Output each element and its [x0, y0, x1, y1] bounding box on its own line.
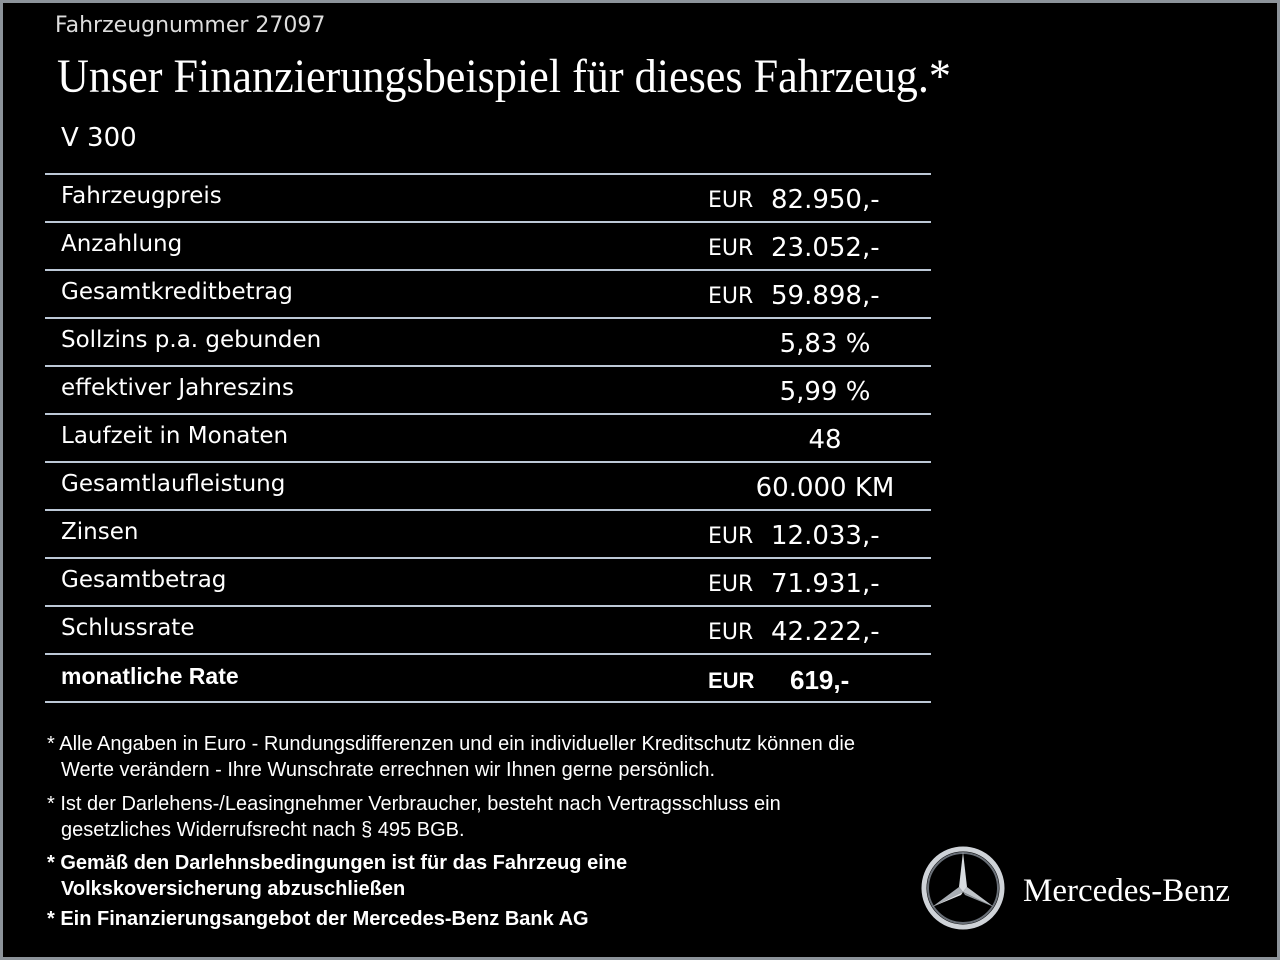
row-label: Fahrzeugpreis	[61, 183, 222, 209]
table-row: Gesamtbetrag EUR 71.931,-	[45, 559, 931, 607]
amount: 5,83 %	[779, 329, 871, 359]
table-row: effektiver Jahreszins 5,99 %	[45, 367, 931, 415]
amount: 71.931,-	[771, 569, 880, 599]
table-row: Gesamtkreditbetrag EUR 59.898,-	[45, 271, 931, 319]
footnote: * Ein Finanzierungsangebot der Mercedes-…	[47, 906, 589, 932]
footnote: * Ist der Darlehens-/Leasingnehmer Verbr…	[47, 791, 781, 843]
footnote-line: Werte verändern - Ihre Wunschrate errech…	[61, 759, 716, 781]
currency: EUR	[708, 620, 754, 645]
logo-star	[921, 846, 1005, 930]
footnote-line: Volkskoversicherung abzuschließen	[61, 878, 406, 900]
currency: EUR	[708, 188, 754, 213]
row-label: Sollzins p.a. gebunden	[61, 327, 322, 353]
currency: EUR	[708, 572, 754, 597]
table-top-rule	[45, 127, 931, 175]
amount: 59.898,-	[771, 281, 880, 311]
row-label: Zinsen	[61, 519, 139, 545]
row-label: Schlussrate	[61, 615, 195, 641]
footnote-line: * Alle Angaben in Euro - Rundungsdiffere…	[47, 733, 855, 755]
footnote-line: gesetzliches Widerrufsrecht nach § 495 B…	[61, 819, 465, 841]
row-label: Laufzeit in Monaten	[61, 423, 289, 449]
model: V 300	[61, 123, 137, 153]
row-label: Gesamtbetrag	[61, 567, 227, 593]
amount: 82.950,-	[771, 185, 880, 215]
amount: 619,-	[790, 665, 850, 695]
amount: 12.033,-	[771, 521, 880, 551]
currency: EUR	[708, 284, 754, 309]
row-label: effektiver Jahreszins	[61, 375, 294, 401]
currency: EUR	[708, 524, 754, 549]
amount: 60.000 KM	[755, 473, 895, 503]
footnote: * Alle Angaben in Euro - Rundungsdiffere…	[47, 731, 855, 783]
footnote-line: * Ist der Darlehens-/Leasingnehmer Verbr…	[47, 793, 781, 815]
row-label: monatliche Rate	[61, 663, 239, 689]
amount: 48	[808, 425, 842, 455]
currency: EUR	[708, 236, 754, 261]
footnote-line: * Ein Finanzierungsangebot der Mercedes-…	[47, 908, 589, 930]
title: Unser Finanzierungsbeispiel für dieses F…	[57, 50, 952, 103]
footnote: * Gemäß den Darlehnsbedingungen ist für …	[47, 850, 627, 902]
amount: 5,99 %	[779, 377, 871, 407]
table-row: Laufzeit in Monaten 48	[45, 415, 931, 463]
table-row: Schlussrate EUR 42.222,-	[45, 607, 931, 655]
table-row: Gesamtlaufleistung 60.000 KM	[45, 463, 931, 511]
amount: 42.222,-	[771, 617, 880, 647]
vehicle-number: Fahrzeugnummer 27097	[55, 13, 326, 38]
row-label: Gesamtlaufleistung	[61, 471, 286, 497]
footnote-line: * Gemäß den Darlehnsbedingungen ist für …	[47, 852, 628, 874]
table-row: Fahrzeugpreis EUR 82.950,-	[45, 175, 931, 223]
table-row: Anzahlung EUR 23.052,-	[45, 223, 931, 271]
table-row: Sollzins p.a. gebunden 5,83 %	[45, 319, 931, 367]
currency: EUR	[708, 668, 755, 693]
row-label: Anzahlung	[61, 231, 183, 257]
table-row: Zinsen EUR 12.033,-	[45, 511, 931, 559]
amount: 23.052,-	[771, 233, 880, 263]
brand-name: Mercedes-Benz	[1023, 873, 1231, 909]
row-label: Gesamtkreditbetrag	[61, 279, 293, 305]
table-row: monatliche Rate EUR 619,-	[45, 655, 931, 703]
